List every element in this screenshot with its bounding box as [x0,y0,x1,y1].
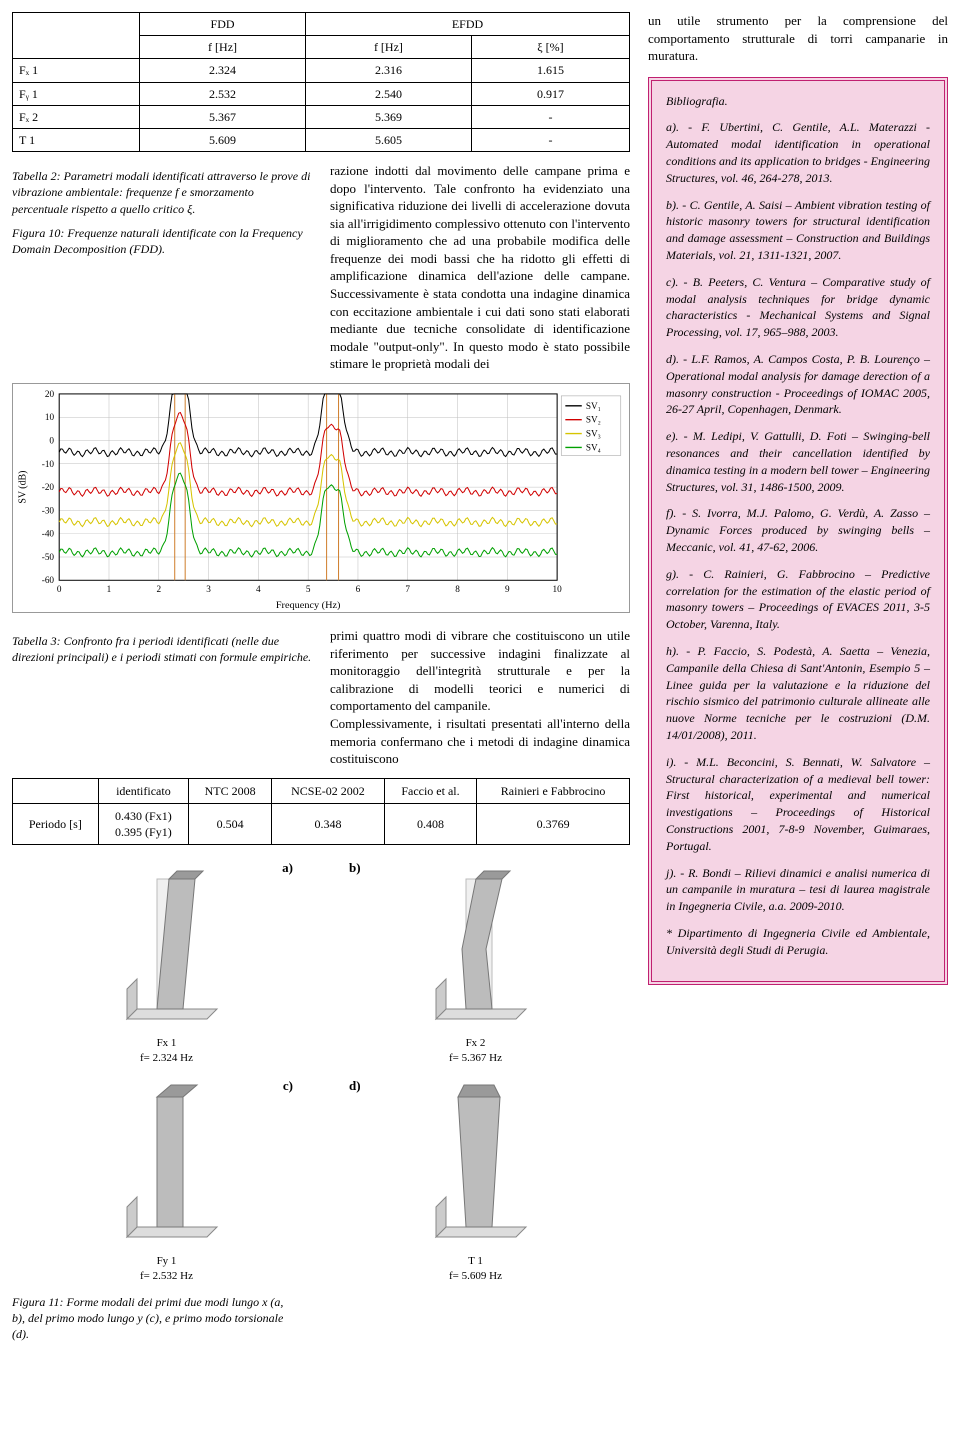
svg-text:4: 4 [256,584,261,594]
tbl1-head-efdd: EFDD [305,13,629,36]
bibliography-box: Bibliografia. a). - F. Ubertini, C. Gent… [648,77,948,985]
mode-c: c) Fy 1f= 2.532 Hz [32,1077,301,1283]
svg-text:SV₄: SV₄ [586,442,601,452]
table-row-label: T 1 [13,128,140,151]
bib-g: g). - C. Rainieri, G. Fabbrocino – Predi… [666,566,930,633]
svg-text:-50: -50 [42,552,55,562]
svg-text:-10: -10 [42,459,55,469]
svg-text:SV₂: SV₂ [586,414,601,424]
tbl3-rainieri: 0.3769 [477,803,630,844]
svg-text:1: 1 [107,584,112,594]
table-row-label: Fₓ 2 [13,105,140,128]
svg-text:10: 10 [553,584,563,594]
svg-text:0: 0 [49,435,54,445]
bib-d: d). - L.F. Ramos, A. Campos Costa, P. B.… [666,351,930,418]
svg-text:-20: -20 [42,482,55,492]
svg-text:6: 6 [356,584,361,594]
svg-text:8: 8 [455,584,460,594]
fdd-chart: -60 -50 -40 -30 -20 -10 0 10 20 0 1 2 3 4 5 6 7 8 9 10 SV₁ SV… [12,383,630,618]
mode-a: a) Fx 1f= 2.324 Hz [32,859,301,1065]
bib-j: j). - R. Bondi – Rilievi dinamici e anal… [666,865,930,915]
svg-text:10: 10 [45,412,55,422]
tbl3-ident: 0.430 (Fx1) 0.395 (Fy1) [98,803,188,844]
period-comparison-table: identificatoNTC 2008NCSE-02 2002Faccio e… [12,778,630,846]
bib-c: c). - B. Peeters, C. Ventura – Comparati… [666,274,930,341]
svg-text:3: 3 [206,584,211,594]
tbl1-sub-fhz-b: f [Hz] [305,36,471,59]
bib-foot: * Dipartimento di Ingegneria Civile ed A… [666,925,930,959]
svg-text:SV (dB): SV (dB) [17,470,28,503]
table-row-label: Fₓ 1 [13,59,140,82]
modal-params-table: FDD EFDD f [Hz] f [Hz] ξ [%] Fₓ 1 2.324 … [12,12,630,152]
mode-d: d) T 1f= 5.609 Hz [341,1077,610,1283]
table-row-label: Fᵧ 1 [13,82,140,105]
svg-text:-30: -30 [42,505,55,515]
bib-h: h). - P. Faccio, S. Podestà, A. Saetta –… [666,643,930,744]
mode-b: b) Fx 2f= 5.367 Hz [341,859,610,1065]
tbl3-rowlabel: Periodo [s] [13,803,99,844]
tbl1-sub-fhz-a: f [Hz] [140,36,306,59]
svg-text:SV₁: SV₁ [586,401,601,411]
tbl1-head-fdd: FDD [140,13,306,36]
tbl3-ncse: 0.348 [272,803,385,844]
svg-text:2: 2 [156,584,161,594]
svg-text:7: 7 [405,584,410,594]
svg-text:0: 0 [57,584,62,594]
svg-text:SV₃: SV₃ [586,428,601,438]
tbl3-faccio: 0.408 [384,803,477,844]
mid-paragraph-2: primi quattro modi di vibrare che costit… [330,627,630,767]
svg-text:-60: -60 [42,575,55,585]
tbl1-sub-xi: ξ [%] [471,36,629,59]
bib-i: i). - M.L. Beconcini, S. Bennati, W. Sal… [666,754,930,855]
bib-b: b). - C. Gentile, A. Saisi – Ambient vib… [666,197,930,264]
svg-text:20: 20 [45,389,55,399]
bib-a: a). - F. Ubertini, C. Gentile, A.L. Mate… [666,119,930,186]
mid-paragraph-1: razione indotti dal movimento delle camp… [330,162,630,373]
svg-text:Frequency (Hz): Frequency (Hz) [276,600,341,611]
bib-e: e). - M. Ledipi, V. Gattulli, D. Foti – … [666,428,930,495]
svg-text:9: 9 [505,584,510,594]
caption-table3: Tabella 3: Confronto fra i periodi ident… [12,633,312,665]
svg-text:5: 5 [306,584,311,594]
right-intro-text: un utile strumento per la comprensione d… [648,12,948,65]
caption-fig11: Figura 11: Forme modali dei primi due mo… [12,1294,290,1343]
mode-shapes-figure: a) Fx 1f= 2.324 Hz b) Fx 2f= 5.367 Hz c)… [12,859,630,1283]
tbl3-ntc: 0.504 [189,803,272,844]
bib-title: Bibliografia. [666,93,930,110]
caption-table2: Tabella 2: Parametri modali identificati… [12,168,312,217]
bib-f: f). - S. Ivorra, M.J. Palomo, G. Verdù, … [666,505,930,555]
svg-text:-40: -40 [42,528,55,538]
caption-fig10: Figura 10: Frequenze naturali identifica… [12,225,312,257]
